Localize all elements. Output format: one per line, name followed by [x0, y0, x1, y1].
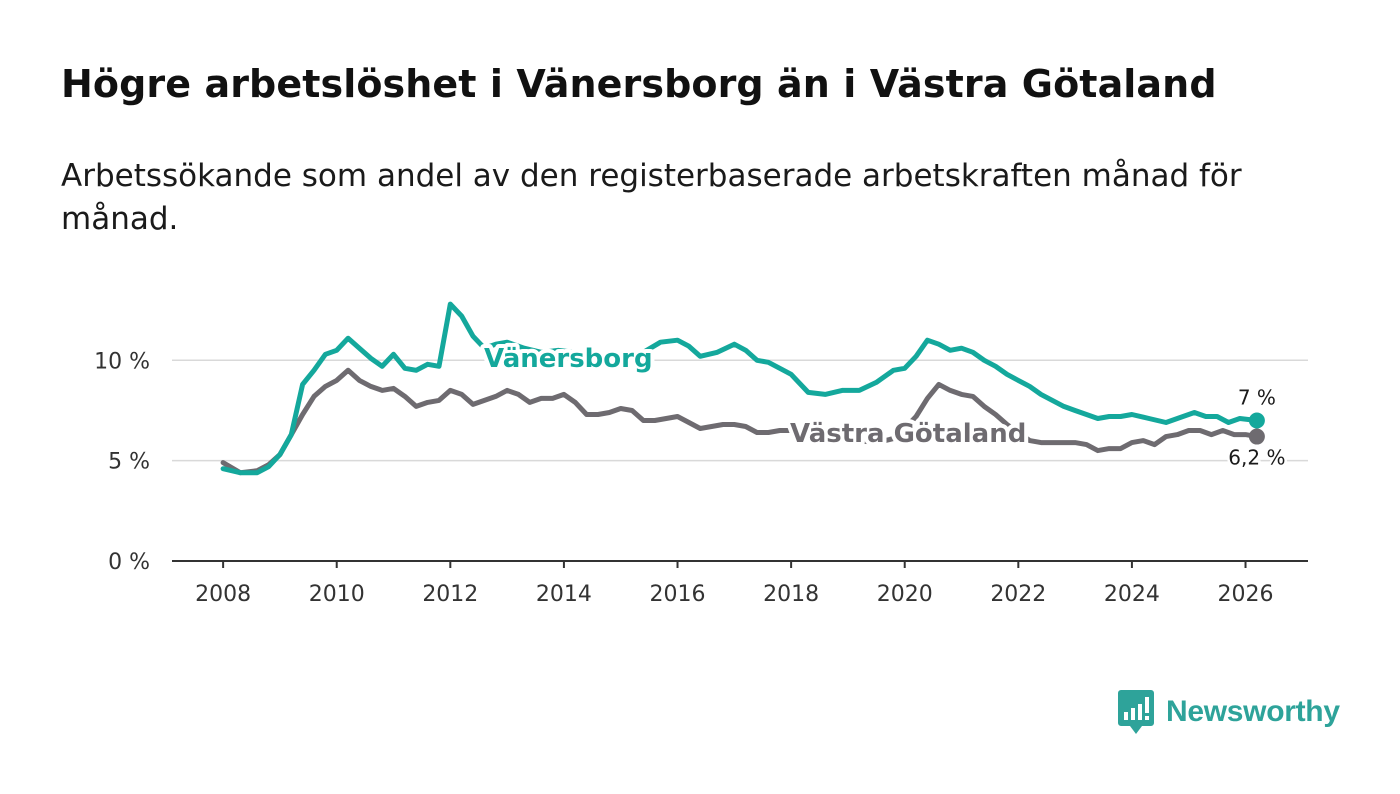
grid-lines: [172, 359, 1308, 462]
series-line-vanersborg: [220, 301, 1260, 476]
chart-title: Högre arbetslöshet i Vänersborg än i Väs…: [61, 62, 1217, 106]
end-value-label-vanersborg: 7 %: [1238, 386, 1276, 410]
end-value-label-vastra-gotaland: 6,2 %: [1228, 446, 1285, 470]
x-tick-label: 2012: [422, 582, 478, 607]
x-tick-label: 2008: [195, 582, 251, 607]
y-tick-label: 10 %: [94, 349, 150, 374]
y-tick-label: 5 %: [108, 450, 150, 475]
bar-chart-bubble-icon: [1118, 690, 1154, 734]
series-labels: Vänersborg Västra Götaland: [480, 340, 1030, 453]
y-tick-label: 0 %: [108, 550, 150, 575]
end-point-vastra-gotaland: [1248, 428, 1265, 445]
brand-name: Newsworthy: [1166, 695, 1340, 728]
x-tick-label: 2022: [990, 582, 1046, 607]
x-tick-label: 2018: [763, 582, 819, 607]
x-tick-label: 2020: [877, 582, 933, 607]
y-axis-tick-labels: 0 % 5 % 10 %: [94, 349, 150, 575]
chart-subtitle: Arbetssökande som andel av den registerb…: [61, 158, 1242, 237]
series-label-vanersborg: Vänersborg: [484, 344, 653, 374]
x-tick-label: 2016: [650, 582, 706, 607]
series-line-vastra-gotaland: [220, 367, 1260, 476]
end-points: 7 % 6,2 %: [1226, 383, 1288, 472]
x-tick-label: 2010: [309, 582, 365, 607]
x-tick-label: 2026: [1218, 582, 1274, 607]
newsworthy-logo: Newsworthy: [1118, 690, 1340, 734]
series-label-vastra-gotaland: Västra Götaland: [790, 419, 1026, 449]
end-point-vanersborg: [1248, 412, 1265, 429]
series-lines: [220, 301, 1260, 476]
x-axis: 2008 2010 2012 2014 2016 2018 2020 2022 2024 2026: [172, 560, 1308, 607]
x-tick-label: 2014: [536, 582, 592, 607]
x-tick-label: 2024: [1104, 582, 1160, 607]
